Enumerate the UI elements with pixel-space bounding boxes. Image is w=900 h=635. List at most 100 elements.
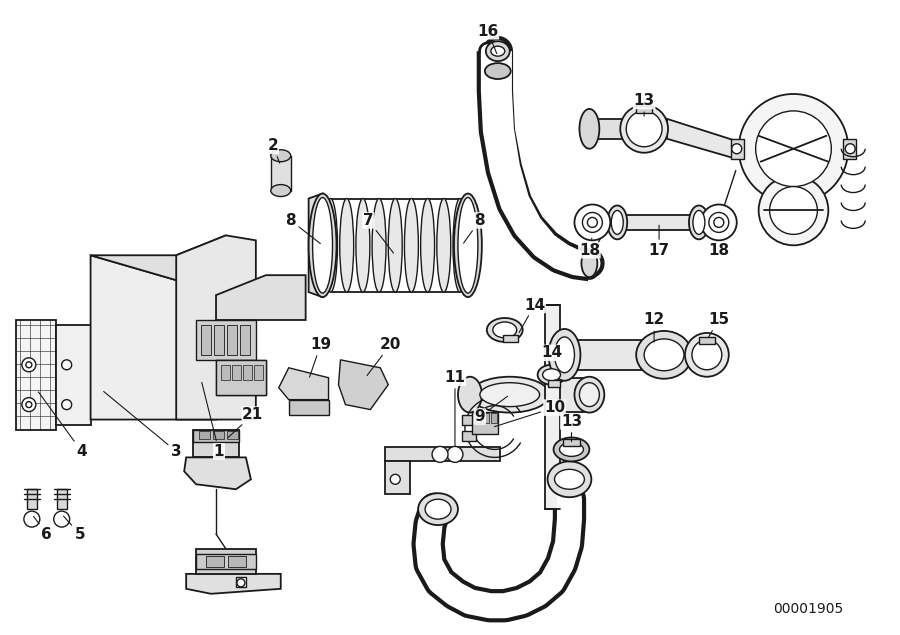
Ellipse shape — [685, 333, 729, 377]
Bar — [213, 432, 224, 439]
Text: 1: 1 — [202, 382, 224, 459]
Circle shape — [432, 446, 448, 462]
Ellipse shape — [454, 194, 482, 297]
Polygon shape — [562, 439, 580, 446]
Bar — [232, 364, 241, 380]
Text: 2: 2 — [267, 138, 280, 163]
Text: 16: 16 — [477, 23, 499, 53]
Text: 20: 20 — [367, 337, 400, 375]
Text: 6: 6 — [33, 516, 52, 542]
Polygon shape — [550, 378, 590, 411]
Circle shape — [62, 399, 72, 410]
Ellipse shape — [580, 383, 599, 406]
Circle shape — [756, 111, 832, 187]
Text: 13: 13 — [561, 414, 582, 442]
Ellipse shape — [453, 199, 467, 292]
Text: 21: 21 — [228, 407, 264, 438]
Bar — [206, 556, 224, 567]
Polygon shape — [692, 340, 699, 370]
Polygon shape — [636, 106, 652, 113]
Polygon shape — [547, 380, 560, 387]
Ellipse shape — [549, 329, 580, 381]
Text: 14: 14 — [519, 298, 545, 333]
Polygon shape — [176, 236, 256, 420]
Bar — [475, 413, 481, 422]
Polygon shape — [564, 340, 641, 370]
Ellipse shape — [458, 377, 482, 413]
Ellipse shape — [493, 322, 517, 338]
Circle shape — [26, 362, 32, 368]
Bar — [483, 413, 489, 422]
Polygon shape — [27, 489, 37, 509]
Polygon shape — [590, 119, 632, 139]
Polygon shape — [91, 236, 226, 280]
Bar — [271, 156, 291, 190]
Circle shape — [22, 358, 36, 371]
Text: 18: 18 — [579, 238, 600, 258]
Polygon shape — [385, 462, 410, 494]
Polygon shape — [91, 255, 216, 420]
Polygon shape — [309, 194, 322, 297]
Circle shape — [26, 401, 32, 408]
Ellipse shape — [582, 213, 602, 232]
Text: 19: 19 — [310, 337, 331, 377]
Bar — [227, 432, 238, 439]
Text: 5: 5 — [64, 516, 85, 542]
Ellipse shape — [537, 364, 565, 385]
Polygon shape — [194, 429, 238, 457]
Ellipse shape — [644, 339, 684, 371]
Text: 15: 15 — [708, 312, 729, 338]
Text: 18: 18 — [708, 243, 729, 258]
Text: 00001905: 00001905 — [773, 602, 843, 616]
Polygon shape — [279, 368, 328, 399]
Polygon shape — [617, 215, 699, 231]
Ellipse shape — [271, 150, 291, 162]
Ellipse shape — [480, 383, 540, 406]
Bar — [254, 364, 263, 380]
Bar — [214, 325, 224, 355]
Polygon shape — [194, 429, 238, 443]
Ellipse shape — [689, 206, 709, 239]
Ellipse shape — [485, 63, 510, 79]
Text: 8: 8 — [285, 213, 320, 244]
Circle shape — [447, 446, 463, 462]
Bar — [16, 320, 56, 429]
Ellipse shape — [547, 462, 591, 497]
Ellipse shape — [581, 250, 598, 277]
Ellipse shape — [404, 199, 419, 292]
Ellipse shape — [611, 210, 623, 234]
Polygon shape — [503, 335, 517, 342]
Circle shape — [770, 187, 817, 234]
Polygon shape — [843, 139, 856, 159]
Ellipse shape — [608, 206, 627, 239]
Text: 8: 8 — [464, 213, 485, 243]
Circle shape — [732, 144, 742, 154]
Ellipse shape — [24, 511, 40, 527]
Ellipse shape — [388, 199, 402, 292]
Ellipse shape — [543, 369, 561, 381]
Ellipse shape — [709, 213, 729, 232]
Text: 12: 12 — [644, 312, 665, 342]
Text: 10: 10 — [494, 400, 565, 427]
Polygon shape — [57, 489, 67, 509]
Ellipse shape — [418, 493, 458, 525]
Ellipse shape — [339, 199, 354, 292]
Ellipse shape — [626, 111, 662, 147]
Polygon shape — [385, 448, 500, 462]
Text: 11: 11 — [445, 370, 465, 446]
Ellipse shape — [554, 438, 590, 462]
Ellipse shape — [554, 337, 574, 373]
Polygon shape — [216, 275, 306, 320]
Ellipse shape — [486, 41, 509, 61]
Bar — [199, 432, 210, 439]
Ellipse shape — [491, 46, 505, 56]
Text: 3: 3 — [104, 391, 182, 459]
Ellipse shape — [636, 331, 692, 378]
Bar — [228, 556, 246, 567]
Circle shape — [714, 217, 724, 227]
Ellipse shape — [487, 318, 523, 342]
Polygon shape — [289, 399, 328, 415]
Ellipse shape — [620, 105, 668, 153]
Polygon shape — [667, 119, 735, 159]
Text: 4: 4 — [39, 392, 87, 459]
